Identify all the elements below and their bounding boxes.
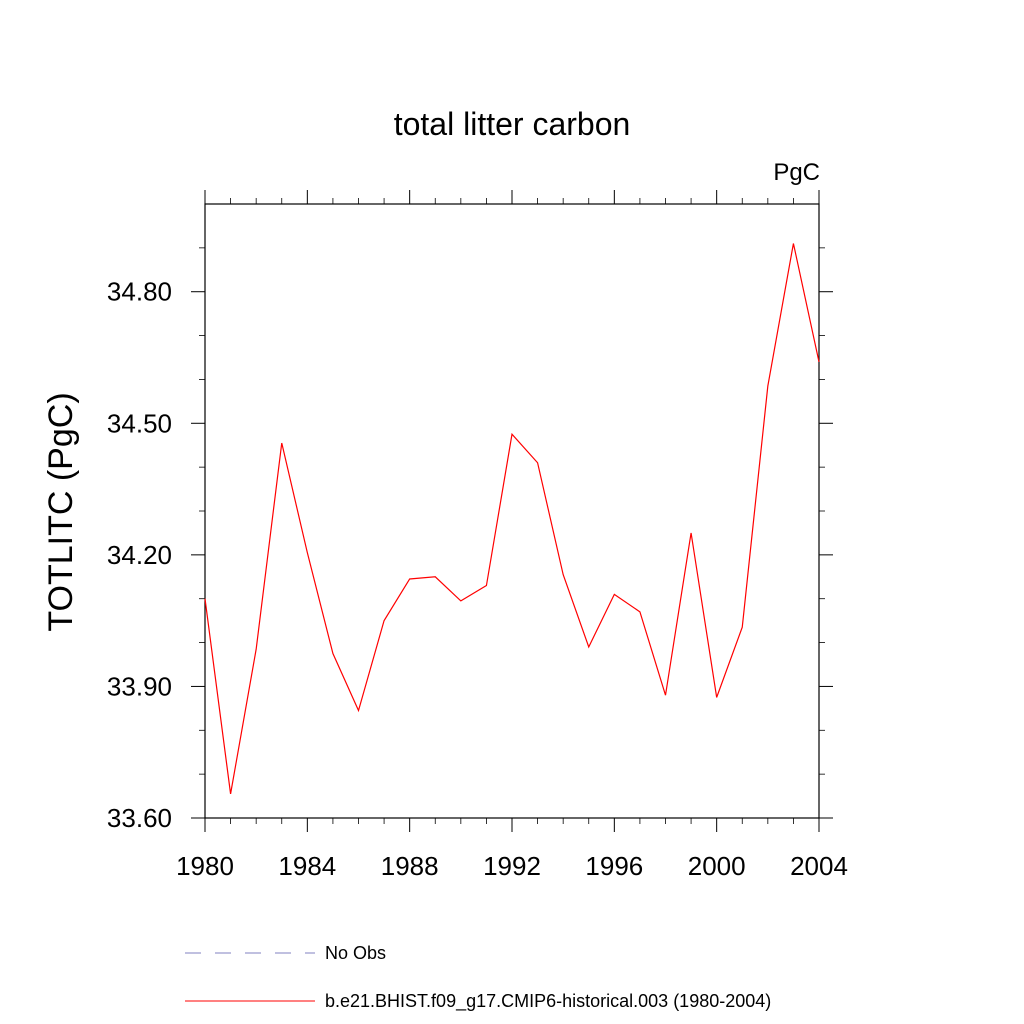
x-tick-label: 1988 (381, 851, 439, 881)
tick-labels: 1980 1984 1988 1992 1996 2000 2004 33.60 33.90 34… (107, 277, 848, 881)
legend: No Obs b.e21.BHIST.f09_g17.CMIP6-histori… (185, 943, 771, 1012)
x-tick-label: 1996 (585, 851, 643, 881)
y-tick-label: 34.80 (107, 277, 172, 307)
units-label: PgC (773, 159, 820, 186)
y-tick-label: 33.90 (107, 671, 172, 701)
x-tick-label: 1980 (176, 851, 234, 881)
y-tick-label: 34.50 (107, 408, 172, 438)
axis-ticks (191, 190, 833, 832)
series-line (204, 243, 820, 794)
legend-label-model: b.e21.BHIST.f09_g17.CMIP6-historical.003… (325, 991, 771, 1012)
series-layer (204, 243, 820, 794)
x-tick-label: 2000 (688, 851, 746, 881)
y-tick-label: 33.60 (107, 803, 172, 833)
x-tick-label: 2004 (790, 851, 848, 881)
x-tick-label: 1992 (483, 851, 541, 881)
chart-title: total litter carbon (394, 106, 631, 142)
y-tick-label: 34.20 (107, 540, 172, 570)
y-axis-label: TOTLITC (PgC) (42, 392, 80, 631)
legend-label-no-obs: No Obs (325, 943, 386, 963)
x-tick-label: 1984 (278, 851, 336, 881)
